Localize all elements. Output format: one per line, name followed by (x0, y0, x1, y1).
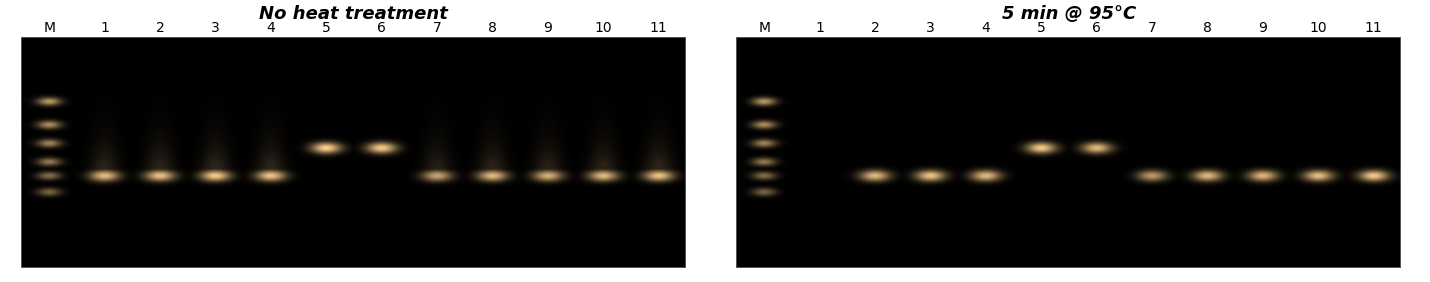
Text: M: M (758, 21, 771, 35)
Text: 5: 5 (322, 21, 330, 35)
Text: 3: 3 (212, 21, 220, 35)
Text: 9: 9 (543, 21, 552, 35)
Text: 5 min @ 95°C: 5 min @ 95°C (1002, 5, 1135, 23)
Text: 11: 11 (649, 21, 668, 35)
Text: M: M (43, 21, 56, 35)
Text: 1: 1 (100, 21, 109, 35)
Text: 4: 4 (981, 21, 990, 35)
Text: 6: 6 (1093, 21, 1101, 35)
Text: 4: 4 (266, 21, 275, 35)
Text: 6: 6 (378, 21, 386, 35)
Text: 8: 8 (488, 21, 496, 35)
Text: No heat treatment: No heat treatment (259, 5, 449, 23)
Text: 3: 3 (927, 21, 935, 35)
Text: 5: 5 (1037, 21, 1045, 35)
Text: 9: 9 (1258, 21, 1267, 35)
Text: 2: 2 (871, 21, 879, 35)
Text: 11: 11 (1364, 21, 1383, 35)
Text: 1: 1 (815, 21, 824, 35)
Text: 8: 8 (1203, 21, 1211, 35)
Text: 7: 7 (433, 21, 442, 35)
Text: 2: 2 (156, 21, 164, 35)
Text: 7: 7 (1148, 21, 1157, 35)
Text: 10: 10 (1310, 21, 1327, 35)
Text: 10: 10 (595, 21, 612, 35)
